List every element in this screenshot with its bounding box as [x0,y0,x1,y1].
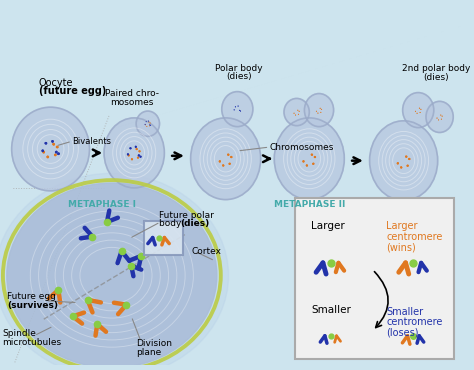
Text: plane: plane [136,348,162,357]
Text: Cortex: Cortex [191,247,222,256]
Text: (dies): (dies) [180,219,209,228]
Ellipse shape [426,101,453,132]
FancyBboxPatch shape [144,221,183,255]
Text: Smaller: Smaller [386,307,423,317]
Text: METAPHASE I: METAPHASE I [68,199,136,209]
Text: mosomes: mosomes [110,98,154,107]
Text: 2nd polar body: 2nd polar body [401,64,470,73]
Ellipse shape [104,118,164,188]
Text: Oocyte: Oocyte [39,78,73,88]
Ellipse shape [370,121,438,201]
Ellipse shape [136,111,160,137]
FancyBboxPatch shape [295,198,454,359]
Text: (dies): (dies) [423,73,448,82]
Text: METAPHASE II: METAPHASE II [273,199,345,209]
Ellipse shape [12,107,90,191]
Ellipse shape [304,94,334,127]
Ellipse shape [0,173,228,370]
Ellipse shape [284,98,310,126]
Ellipse shape [191,118,261,199]
Text: Polar body: Polar body [216,64,263,73]
Text: microtubules: microtubules [2,338,61,347]
Ellipse shape [7,183,217,368]
Ellipse shape [402,92,434,128]
Text: body: body [158,219,184,228]
Text: (loses): (loses) [386,328,419,338]
Text: Division: Division [136,339,172,348]
Text: Chromosomes: Chromosomes [269,142,334,152]
Ellipse shape [222,92,253,127]
Text: Larger: Larger [386,221,418,231]
Text: (wins): (wins) [386,242,416,252]
Text: Bivalents: Bivalents [72,137,111,146]
Text: Spindle: Spindle [2,329,36,338]
Text: (future egg): (future egg) [39,87,106,97]
Text: centromere: centromere [386,232,443,242]
Text: Future egg: Future egg [7,292,55,301]
Ellipse shape [274,118,344,199]
Text: centromere: centromere [386,317,443,327]
Text: Future polar: Future polar [158,211,213,220]
Text: (survives): (survives) [7,301,58,310]
Text: (dies): (dies) [227,72,252,81]
Text: Paired chro-: Paired chro- [105,90,159,98]
Text: Smaller: Smaller [311,305,351,314]
Text: Larger: Larger [311,221,345,231]
